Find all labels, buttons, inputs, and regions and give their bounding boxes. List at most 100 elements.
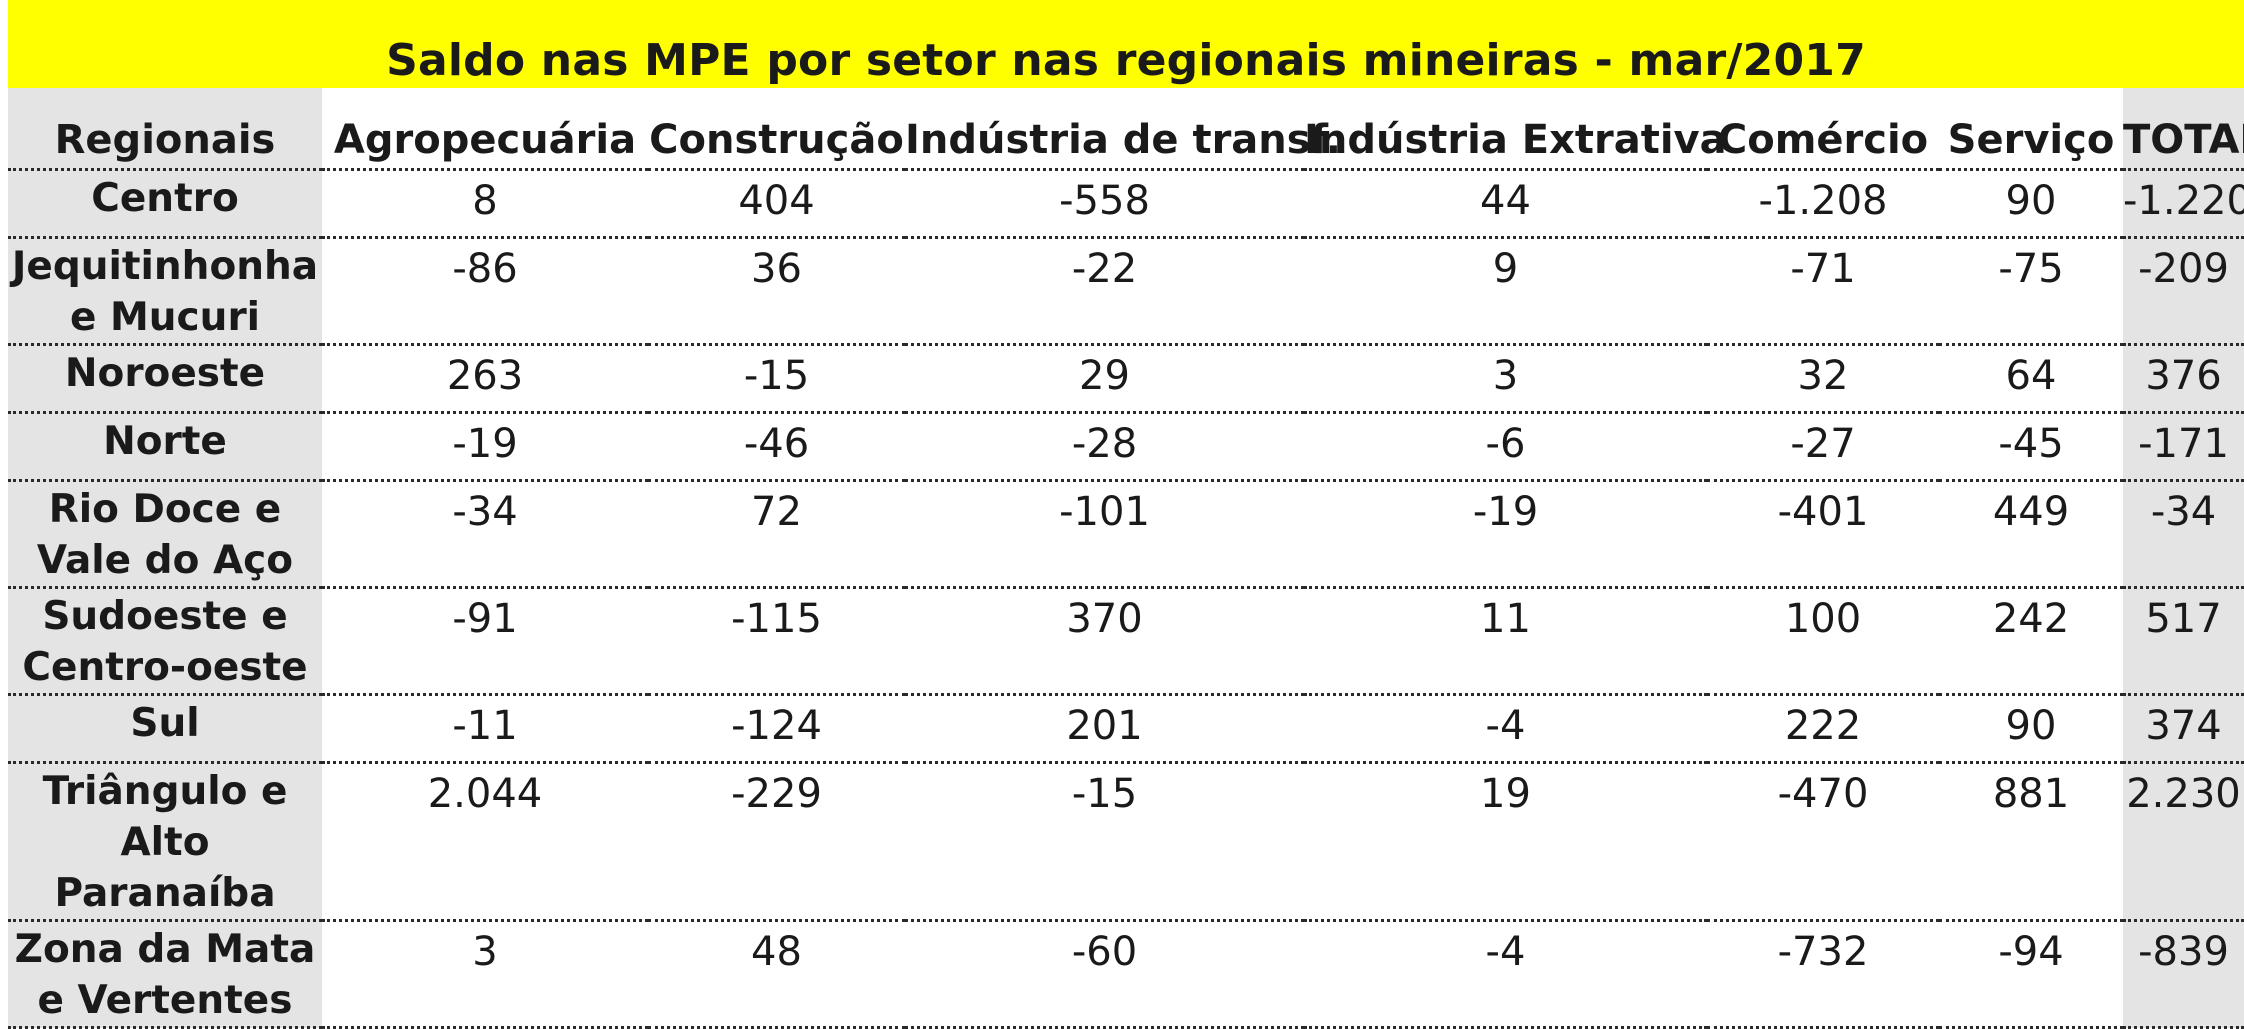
value-cell: -75 bbox=[1939, 237, 2123, 346]
table-row: Norte -19 -46 -28 -6 -27 -45 -171 bbox=[8, 412, 2244, 482]
region-line: Alto bbox=[120, 820, 210, 865]
value-cell: 449 bbox=[1939, 480, 2123, 589]
value-cell: -229 bbox=[648, 762, 905, 922]
total-cell: -171 bbox=[2123, 412, 2244, 482]
table-row: Noroeste 263 -15 29 3 32 64 376 bbox=[8, 344, 2244, 414]
value-cell: -19 bbox=[322, 412, 648, 482]
region-line: Jequitinhonha bbox=[11, 244, 319, 289]
header-industria-transf: Indústria de transf. bbox=[905, 88, 1341, 171]
value-cell: 3 bbox=[322, 920, 648, 1029]
table-wrapper: Saldo nas MPE por setor nas regionais mi… bbox=[8, 0, 2244, 1029]
value-cell: -115 bbox=[648, 587, 905, 696]
total-cell: -209 bbox=[2123, 237, 2244, 346]
value-cell: -91 bbox=[322, 587, 648, 696]
total-cell: -1.220 bbox=[2123, 169, 2244, 239]
region-line: Sul bbox=[130, 701, 200, 746]
value-cell: 242 bbox=[1939, 587, 2123, 696]
value-cell: 100 bbox=[1707, 587, 1939, 696]
total-cell: 374 bbox=[2123, 694, 2244, 764]
title-bar: Saldo nas MPE por setor nas regionais mi… bbox=[8, 0, 2244, 88]
value-cell: 404 bbox=[648, 169, 905, 239]
region-line: Noroeste bbox=[64, 351, 266, 396]
value-cell: -558 bbox=[905, 169, 1304, 239]
header-row: Regionais Agropecuária Construção Indúst… bbox=[8, 88, 2244, 171]
value-cell: 370 bbox=[905, 587, 1304, 696]
value-cell: 90 bbox=[1939, 169, 2123, 239]
value-cell: 9 bbox=[1304, 237, 1707, 346]
value-cell: -22 bbox=[905, 237, 1304, 346]
value-cell: -15 bbox=[905, 762, 1304, 922]
value-cell: 36 bbox=[648, 237, 905, 346]
region-line: Sudoeste e bbox=[42, 594, 288, 639]
value-cell: -124 bbox=[648, 694, 905, 764]
region-cell: Jequitinhonha e Mucuri bbox=[8, 237, 322, 346]
total-cell: 376 bbox=[2123, 344, 2244, 414]
region-line: Centro-oeste bbox=[22, 645, 308, 690]
header-regionais: Regionais bbox=[8, 88, 322, 171]
table-row: Centro 8 404 -558 44 -1.208 90 -1.220 bbox=[8, 169, 2244, 239]
value-cell: 32 bbox=[1707, 344, 1939, 414]
value-cell: 29 bbox=[905, 344, 1304, 414]
value-cell: -71 bbox=[1707, 237, 1939, 346]
value-cell: 222 bbox=[1707, 694, 1939, 764]
value-cell: 201 bbox=[905, 694, 1304, 764]
value-cell: -28 bbox=[905, 412, 1304, 482]
region-cell: Rio Doce e Vale do Aço bbox=[8, 480, 322, 589]
region-cell: Sudoeste e Centro-oeste bbox=[8, 587, 322, 696]
value-cell: 11 bbox=[1304, 587, 1707, 696]
value-cell: 72 bbox=[648, 480, 905, 589]
total-cell: 2.230 bbox=[2123, 762, 2244, 922]
value-cell: -401 bbox=[1707, 480, 1939, 589]
value-cell: 48 bbox=[648, 920, 905, 1029]
value-cell: 8 bbox=[322, 169, 648, 239]
header-total: TOTAL bbox=[2123, 88, 2244, 171]
region-cell: Norte bbox=[8, 412, 322, 482]
value-cell: -27 bbox=[1707, 412, 1939, 482]
value-cell: -4 bbox=[1304, 920, 1707, 1029]
region-line: e Vertentes bbox=[37, 978, 293, 1023]
value-cell: 2.044 bbox=[322, 762, 648, 922]
region-cell: Zona da Mata e Vertentes bbox=[8, 920, 322, 1029]
header-industria-extrativa: Indústria Extrativa bbox=[1304, 88, 1727, 171]
header-servico: Serviço bbox=[1939, 88, 2123, 171]
value-cell: 64 bbox=[1939, 344, 2123, 414]
region-line: Vale do Aço bbox=[36, 538, 294, 583]
value-cell: -46 bbox=[648, 412, 905, 482]
header-agropecuaria: Agropecuária bbox=[322, 88, 648, 171]
value-cell: 3 bbox=[1304, 344, 1707, 414]
value-cell: -11 bbox=[322, 694, 648, 764]
table-row: Jequitinhonha e Mucuri -86 36 -22 9 -71 -75 -209 bbox=[8, 237, 2244, 346]
value-cell: 19 bbox=[1304, 762, 1707, 922]
table-row: Zona da Mata e Vertentes 3 48 -60 -4 -732 -94 -8… bbox=[8, 920, 2244, 1029]
value-cell: -1.208 bbox=[1707, 169, 1939, 239]
region-line: Paranaíba bbox=[54, 871, 276, 916]
region-line: Centro bbox=[91, 176, 239, 221]
value-cell: -60 bbox=[905, 920, 1304, 1029]
header-comercio: Comércio bbox=[1707, 88, 1939, 171]
value-cell: 263 bbox=[322, 344, 648, 414]
value-cell: -101 bbox=[905, 480, 1304, 589]
region-line: e Mucuri bbox=[69, 295, 261, 340]
value-cell: -732 bbox=[1707, 920, 1939, 1029]
data-table: Regionais Agropecuária Construção Indúst… bbox=[8, 88, 2244, 1029]
region-cell: Centro bbox=[8, 169, 322, 239]
table-title: Saldo nas MPE por setor nas regionais mi… bbox=[386, 35, 1866, 86]
value-cell: 90 bbox=[1939, 694, 2123, 764]
value-cell: -94 bbox=[1939, 920, 2123, 1029]
table-body: Centro 8 404 -558 44 -1.208 90 -1.220 Jequitinho… bbox=[8, 169, 2244, 1029]
table-row: Rio Doce e Vale do Aço -34 72 -101 -19 -401 449… bbox=[8, 480, 2244, 589]
value-cell: -15 bbox=[648, 344, 905, 414]
value-cell: 881 bbox=[1939, 762, 2123, 922]
total-cell: 517 bbox=[2123, 587, 2244, 696]
region-cell: Sul bbox=[8, 694, 322, 764]
value-cell: 44 bbox=[1304, 169, 1707, 239]
region-line: Norte bbox=[103, 419, 227, 464]
region-cell: Triângulo e Alto Paranaíba bbox=[8, 762, 322, 922]
value-cell: -470 bbox=[1707, 762, 1939, 922]
table-row: Sudoeste e Centro-oeste -91 -115 370 11 100 242… bbox=[8, 587, 2244, 696]
total-cell: -34 bbox=[2123, 480, 2244, 589]
total-cell: -839 bbox=[2123, 920, 2244, 1029]
region-line: Triângulo e bbox=[42, 769, 288, 814]
value-cell: -86 bbox=[322, 237, 648, 346]
value-cell: -19 bbox=[1304, 480, 1707, 589]
